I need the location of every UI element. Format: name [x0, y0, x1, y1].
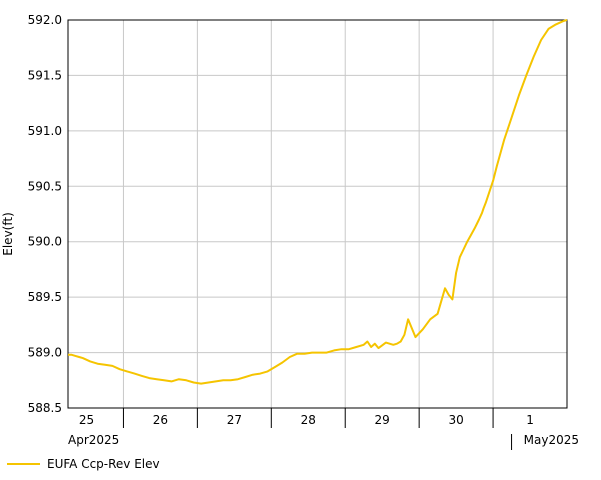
series-line — [68, 19, 568, 385]
legend-label: EUFA Ccp-Rev Elev — [47, 457, 160, 471]
tick-labels: 588.5 589.0 589.5 590.0 590.5 591.0 591.5 592.0… — [28, 13, 579, 447]
x-tick-label: 27 — [227, 413, 242, 427]
x-tick-label: 29 — [375, 413, 390, 427]
grid — [68, 19, 567, 409]
legend: EUFA Ccp-Rev Elev — [7, 457, 160, 471]
y-tick-label: 592.0 — [28, 13, 62, 27]
y-tick-label: 590.5 — [28, 179, 62, 193]
month-label: May2025 — [524, 433, 579, 447]
axes — [67, 19, 568, 450]
y-tick-label: 589.5 — [28, 290, 62, 304]
y-tick-label: 589.0 — [28, 346, 62, 360]
x-tick-label: 25 — [79, 413, 94, 427]
x-tick-label: 30 — [448, 413, 463, 427]
y-axis-label: Elev(ft) — [1, 212, 15, 255]
x-tick-label: 28 — [301, 413, 316, 427]
y-tick-label: 590.0 — [28, 235, 62, 249]
x-tick-label: 1 — [526, 413, 534, 427]
y-tick-label: 591.5 — [28, 68, 62, 82]
plot-frame — [67, 19, 568, 409]
y-tick-label: 588.5 — [28, 401, 62, 415]
month-label: Apr2025 — [68, 433, 119, 447]
series-layer — [68, 19, 568, 385]
x-tick-label: 26 — [153, 413, 168, 427]
y-tick-label: 591.0 — [28, 124, 62, 138]
